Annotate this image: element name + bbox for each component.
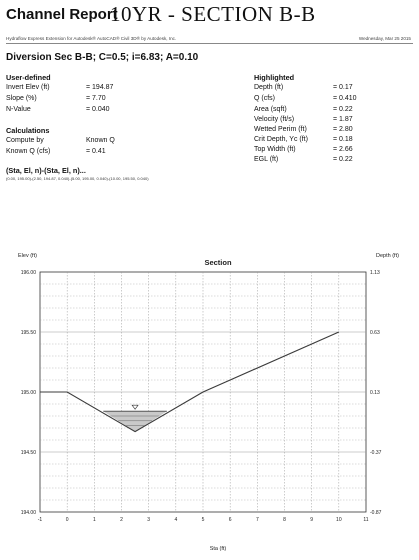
x-tick-label: -1 — [38, 517, 43, 523]
n-value-label: N-Value — [6, 106, 31, 113]
x-tick-label: 0 — [66, 517, 69, 523]
n-value-value: = 0.040 — [86, 106, 110, 113]
y-tick-label-right: 1.13 — [370, 270, 380, 276]
slope-value: = 7.70 — [86, 95, 106, 102]
q-value: = 0.410 — [333, 95, 357, 102]
x-tick-label: 11 — [363, 517, 368, 523]
depth-value: = 0.17 — [333, 84, 353, 91]
report-heading: Diversion Sec B-B; C=0.5; i=6.83; A=0.10 — [6, 52, 199, 63]
area-label: Area (sqft) — [254, 106, 287, 113]
q-label: Q (cfs) — [254, 95, 275, 102]
x-tick-label: 4 — [174, 517, 177, 523]
depth-label: Depth (ft) — [254, 84, 284, 91]
water-area — [103, 411, 167, 432]
compute-by-value: Known Q — [86, 137, 115, 144]
y-tick-label-left: 195.00 — [21, 390, 37, 396]
x-tick-label: 5 — [202, 517, 205, 523]
y-axis-label-right: Depth (ft) — [376, 253, 399, 259]
water-level-symbol — [131, 404, 139, 410]
report-title: Channel Report — [6, 6, 118, 23]
x-tick-label: 6 — [229, 517, 232, 523]
y-tick-label-left: 194.50 — [21, 450, 37, 456]
x-tick-label: 9 — [310, 517, 313, 523]
x-tick-label: 10 — [336, 517, 342, 523]
y-tick-label-left: 194.00 — [21, 510, 37, 516]
slope-label: Slope (%) — [6, 95, 37, 102]
report-date: Wednesday, Mar 25 2015 — [358, 36, 411, 41]
y-tick-label-right: -0.87 — [370, 510, 382, 516]
x-tick-label: 1 — [93, 517, 96, 523]
section-title: 10YR - SECTION B-B — [110, 2, 316, 26]
y-axis-label-left: Elev (ft) — [18, 253, 37, 259]
y-tick-label-left: 195.50 — [21, 330, 37, 336]
invert-elev-label: Invert Elev (ft) — [6, 84, 50, 91]
invert-elev-value: = 194.87 — [86, 84, 114, 91]
sta-el-heading: (Sta, El, n)-(Sta, El, n)... — [6, 166, 86, 175]
velocity-label: Velocity (ft/s) — [254, 116, 295, 123]
y-tick-label-right: 0.63 — [370, 330, 380, 336]
wetted-perim-label: Wetted Perim (ft) — [254, 126, 307, 133]
top-width-label: Top Width (ft) — [254, 146, 296, 153]
x-tick-label: 2 — [120, 517, 123, 523]
x-tick-label: 8 — [283, 517, 286, 523]
user-defined-heading: User-defined — [6, 73, 51, 82]
known-q-value: = 0.41 — [86, 148, 106, 155]
area-value: = 0.22 — [333, 106, 353, 113]
wetted-perim-value: = 2.80 — [333, 126, 353, 133]
egl-label: EGL (ft) — [254, 156, 279, 163]
software-credit: Hydraflow Express Extension for Autodesk… — [6, 36, 177, 41]
x-tick-label: 3 — [147, 517, 150, 523]
velocity-value: = 1.87 — [333, 116, 353, 123]
channel-profile-line — [40, 331, 340, 433]
x-tick-label: 7 — [256, 517, 259, 523]
calculations-heading: Calculations — [6, 126, 50, 135]
crit-depth-value: = 0.18 — [333, 136, 353, 143]
sta-el-data: (0.00, 195.00)-(2.50, 194.87, 0.040)-(5.… — [6, 176, 149, 181]
y-tick-label-right: -0.37 — [370, 450, 382, 456]
highlighted-heading: Highlighted — [254, 73, 295, 82]
chart-title: Section — [204, 258, 232, 267]
header-divider — [6, 43, 413, 44]
compute-by-label: Compute by — [6, 137, 44, 144]
known-q-label: Known Q (cfs) — [6, 148, 51, 155]
y-tick-label-left: 196.00 — [21, 270, 37, 276]
y-tick-label-right: 0.13 — [370, 390, 380, 396]
crit-depth-label: Crit Depth, Yc (ft) — [254, 136, 308, 143]
top-width-value: = 2.66 — [333, 146, 353, 153]
x-axis-label: Sta (ft) — [210, 546, 227, 552]
egl-value: = 0.22 — [333, 156, 353, 163]
